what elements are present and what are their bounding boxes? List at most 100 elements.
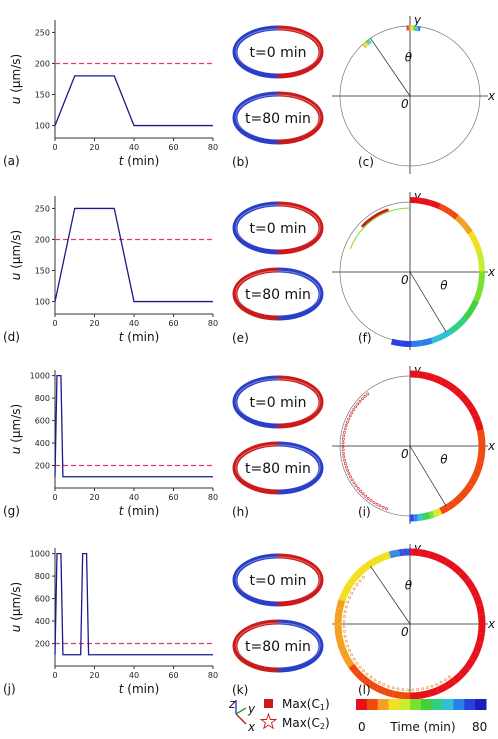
max-c1-track	[418, 549, 430, 558]
ring-panel-0: t=0 min t=80 min (b)	[232, 25, 324, 169]
max-c1-track	[346, 575, 358, 587]
max-c1-track	[458, 488, 469, 500]
velocity-chart-2: 0 20 40 60 80 200 400 600 800 1000 t (min) u (μm/s)…	[3, 370, 218, 518]
max-c2-marker	[346, 468, 349, 472]
x-tick-label: 60	[168, 493, 178, 502]
panel-label: (d)	[3, 330, 20, 344]
x-tick-label: 20	[89, 143, 99, 152]
max-c2-marker	[361, 492, 365, 496]
max-c1-track	[432, 374, 443, 385]
max-c1-track	[436, 508, 441, 516]
velocity-chart-0: 0 20 40 60 80 100 150 200 250 t (min) u (μm/s) (a)	[3, 20, 218, 168]
max-c1-track	[359, 229, 363, 233]
max-c1-track	[334, 607, 344, 618]
max-c1-track	[467, 476, 478, 487]
max-c1-track	[372, 554, 384, 565]
theta-label: θ	[440, 453, 448, 467]
max-c2-marker	[343, 615, 346, 618]
max-c2-marker	[341, 448, 345, 452]
max-c1-track	[339, 649, 350, 661]
ring-time-top: t=0 min	[250, 573, 307, 589]
max-c1-track	[439, 329, 452, 340]
max-c1-track	[354, 670, 366, 682]
theta-radius	[409, 445, 447, 507]
max-c1-track	[456, 316, 468, 328]
max-c2-marker	[358, 665, 362, 669]
ring-highlight	[235, 622, 321, 668]
ring-time-top: t=0 min	[250, 221, 307, 237]
max-c2-marker	[385, 507, 388, 511]
max-c2-marker	[358, 579, 362, 583]
x-tick-label: 60	[168, 671, 178, 680]
max-c2-marker	[349, 475, 352, 479]
max-c1-track	[348, 663, 360, 675]
velocity-chart-1: 0 20 40 60 80 100 150 200 250 t (min) u (μm/s) (d)	[3, 196, 218, 344]
max-c1-track	[355, 234, 359, 238]
max-c1-track	[468, 299, 479, 312]
max-c1-track	[425, 372, 435, 382]
max-c2-marker	[354, 405, 358, 409]
max-c1-track	[370, 218, 375, 222]
max-c2-marker	[343, 427, 347, 431]
max-c2-marker	[406, 688, 410, 692]
max-c2-marker	[346, 600, 350, 604]
ring-outer	[232, 91, 324, 145]
max-c1-track	[439, 504, 450, 515]
max-c1-track	[397, 208, 401, 210]
x-tick-label: 0	[52, 143, 57, 152]
max-c1-track	[448, 323, 461, 335]
max-c1-track	[435, 508, 440, 516]
panel-label: (a)	[3, 154, 20, 168]
y-tick-label: 200	[35, 235, 50, 244]
x-tick-label: 40	[129, 143, 139, 152]
max-c1-track	[390, 338, 403, 347]
ring-outer	[232, 441, 324, 495]
ring-highlight	[235, 378, 321, 424]
max-c2-marker	[391, 686, 395, 690]
y-tick-label: 100	[35, 122, 50, 131]
max-c1-track	[474, 421, 484, 432]
max-c2-marker	[378, 504, 382, 508]
colorbar-segment	[410, 699, 422, 710]
max-c2-marker	[396, 687, 400, 691]
ring-panel-2: t=0 min t=80 min (h)	[232, 375, 324, 519]
max-c2-marker	[344, 639, 348, 643]
triad-x-arrow	[235, 713, 247, 725]
triad-z-label: z	[228, 697, 236, 711]
max-c1-track	[474, 461, 484, 472]
max-c2-marker	[344, 424, 348, 427]
max-c1-track	[392, 690, 403, 699]
ring-time-top: t=0 min	[250, 45, 307, 61]
ring-t80	[232, 441, 324, 495]
panel-label: (e)	[232, 331, 249, 345]
max-c2-marker	[342, 434, 346, 438]
max-c2-marker	[344, 465, 348, 469]
ring-t0	[232, 25, 324, 79]
x-axis-name: x	[487, 617, 496, 631]
max-c1-track	[452, 387, 464, 398]
colorbar-segment	[399, 699, 411, 710]
triad-y-label: y	[247, 702, 256, 716]
velocity-curve	[54, 75, 213, 127]
x-tick-label: 80	[208, 143, 218, 152]
max-c2-marker	[350, 653, 354, 657]
max-c2-marker	[387, 684, 390, 688]
max-c2-marker	[344, 605, 348, 609]
max-c1-track	[473, 641, 483, 653]
max-c1-track	[473, 290, 483, 303]
panel-label: (l)	[358, 683, 371, 697]
max-c1-track	[390, 209, 395, 212]
theta-label: θ	[405, 578, 413, 592]
x-tick-label: 20	[89, 493, 99, 502]
max-c1-track	[351, 569, 363, 581]
reference-circle	[339, 25, 481, 167]
panel-label: (k)	[232, 683, 248, 697]
max-c2-marker	[341, 437, 345, 441]
y-tick-label: 400	[35, 439, 50, 448]
origin-label: 0	[401, 625, 409, 639]
y-axis-name: y	[413, 363, 422, 377]
colorbar-segment	[475, 699, 487, 710]
ring-outer	[232, 267, 324, 321]
max-c1-track	[380, 551, 391, 561]
